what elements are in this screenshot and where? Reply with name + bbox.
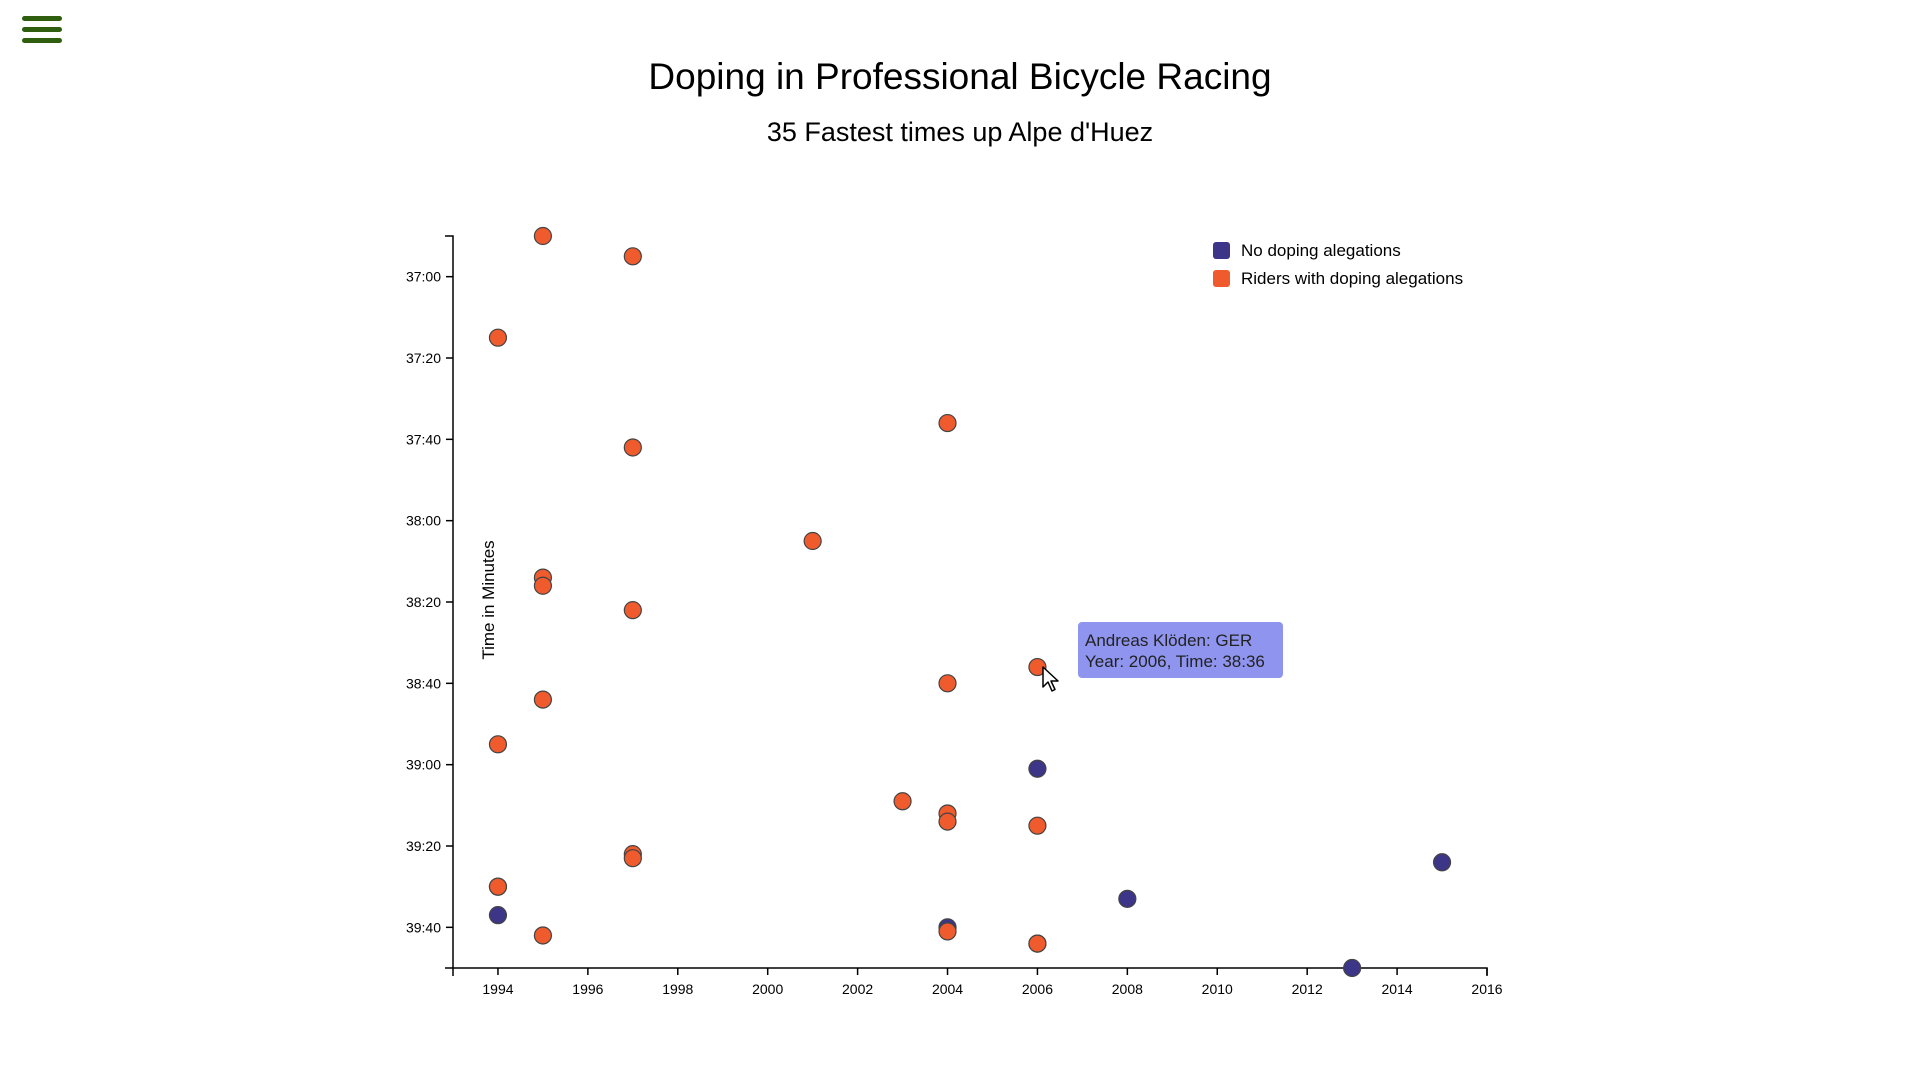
x-tick-label: 2010 — [1202, 981, 1233, 997]
data-point[interactable] — [938, 922, 957, 941]
data-points — [488, 226, 1452, 978]
data-point[interactable] — [1343, 958, 1362, 978]
y-tick-label: 38:20 — [406, 594, 441, 610]
y-axis: 37:00 37:20 37:40 38:00 38:20 38:40 39:00 39:20… — [406, 235, 454, 969]
data-point[interactable] — [623, 247, 642, 266]
y-tick-label: 39:20 — [406, 838, 441, 854]
data-point[interactable] — [893, 792, 912, 811]
tooltip-year-time: Year: 2006, Time: 38:36 — [1085, 652, 1265, 671]
menu-bar — [22, 27, 62, 32]
y-tick-label: 37:40 — [406, 431, 441, 447]
legend-label: No doping alegations — [1241, 241, 1401, 260]
data-point[interactable] — [1432, 853, 1452, 872]
y-tick-label: 38:00 — [406, 513, 441, 529]
y-tick-label: 39:00 — [406, 757, 441, 773]
data-point[interactable] — [623, 601, 642, 620]
chart-subtitle: 35 Fastest times up Alpe d'Huez — [766, 117, 1154, 147]
data-point[interactable] — [533, 926, 553, 945]
data-point[interactable] — [488, 877, 508, 896]
y-axis-label: Time in Minutes — [479, 540, 498, 659]
x-tick-label: 1994 — [482, 981, 513, 997]
x-tick-label: 2016 — [1471, 981, 1502, 997]
mouse-pointer-icon — [1042, 666, 1059, 692]
legend-swatch — [1213, 242, 1230, 259]
x-tick-label: 2014 — [1382, 981, 1413, 997]
x-axis: 1994 1996 1998 2000 2002 2004 2006 2008 2010 2012… — [452, 967, 1503, 997]
hamburger-menu-button[interactable] — [22, 16, 62, 52]
data-point[interactable] — [623, 438, 642, 457]
data-point[interactable] — [938, 812, 957, 831]
x-tick-label: 1996 — [572, 981, 603, 997]
y-tick-label: 39:40 — [406, 919, 441, 935]
legend-swatch — [1213, 270, 1230, 287]
data-point[interactable] — [803, 531, 822, 551]
legend-label: Riders with doping alegations — [1241, 269, 1463, 288]
data-point[interactable] — [938, 674, 957, 693]
tooltip: Andreas Klöden: GER Year: 2006, Time: 38… — [1078, 622, 1283, 678]
x-tick-label: 2012 — [1292, 981, 1323, 997]
x-tick-label: 2008 — [1112, 981, 1143, 997]
data-point[interactable] — [1028, 759, 1047, 778]
menu-bar — [22, 16, 62, 21]
data-point[interactable] — [938, 413, 957, 433]
chart-title: Doping in Professional Bicycle Racing — [648, 56, 1272, 97]
y-tick-label: 37:20 — [406, 350, 441, 366]
data-point[interactable] — [1028, 657, 1047, 677]
data-point[interactable] — [1028, 816, 1047, 835]
data-point[interactable] — [533, 226, 553, 246]
x-tick-label: 1998 — [662, 981, 693, 997]
data-point[interactable] — [1118, 889, 1137, 908]
tooltip-rider: Andreas Klöden: GER — [1085, 631, 1253, 650]
data-point[interactable] — [623, 849, 642, 868]
x-axis-line — [452, 967, 1488, 976]
data-point[interactable] — [488, 906, 508, 925]
x-tick-label: 2004 — [932, 981, 963, 997]
data-point[interactable] — [1028, 934, 1047, 953]
legend: No doping alegations Riders with doping a… — [1213, 241, 1463, 288]
y-tick-label: 37:00 — [406, 269, 441, 285]
data-point[interactable] — [533, 576, 553, 595]
data-point[interactable] — [488, 328, 508, 347]
x-tick-label: 2000 — [752, 981, 783, 997]
data-point[interactable] — [488, 735, 508, 754]
data-point[interactable] — [533, 690, 553, 709]
menu-bar — [22, 38, 62, 43]
y-tick-label: 38:40 — [406, 675, 441, 691]
x-tick-label: 2006 — [1022, 981, 1053, 997]
x-tick-label: 2002 — [842, 981, 873, 997]
